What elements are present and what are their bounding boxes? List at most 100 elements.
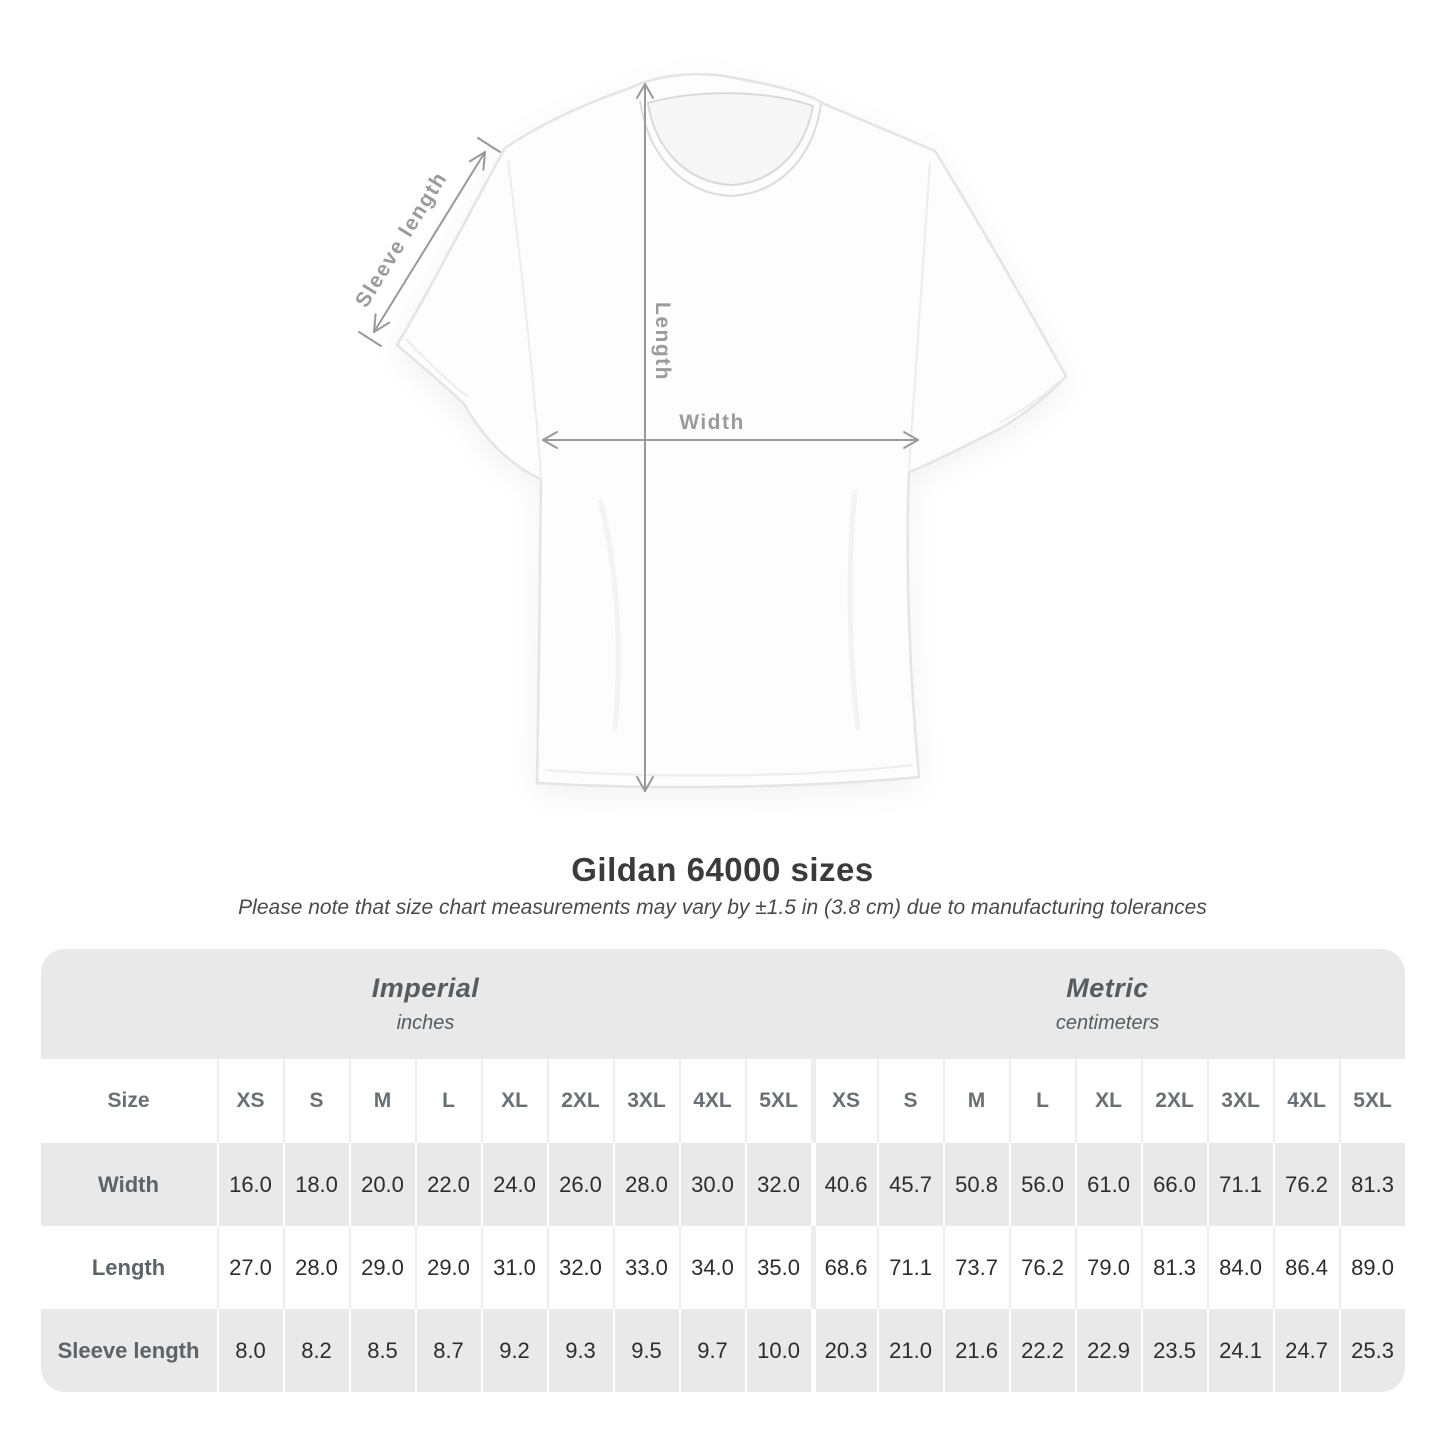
imperial-size-header: XL (480, 1059, 547, 1143)
right-cuff-stitch (998, 381, 1059, 424)
size-value-cell: 9.5 (612, 1309, 679, 1392)
metric-size-header: XL (1074, 1059, 1141, 1143)
imperial-group-title: Imperial (371, 973, 480, 1003)
collar-opening (646, 92, 815, 187)
size-value-cell: 24.0 (480, 1143, 547, 1226)
measurement-annotations (358, 83, 919, 792)
size-value-cell: 73.7 (942, 1226, 1009, 1309)
page-title: Gildan 64000 sizes (571, 851, 874, 888)
size-value-cell: 28.0 (612, 1143, 679, 1226)
fabric-fold-left (597, 499, 621, 731)
metric-size-header: 2XL (1140, 1059, 1207, 1143)
sleeve-length-row: Sleeve length 8.0 8.2 8.5 8.7 9.2 9.3 9.… (40, 1309, 1405, 1392)
imperial-size-header: XS (216, 1059, 283, 1143)
imperial-size-header: 4XL (678, 1059, 745, 1143)
size-value-cell: 21.0 (876, 1309, 943, 1392)
left-sleeve-seam (507, 159, 542, 477)
size-value-cell: 9.3 (546, 1309, 613, 1392)
imperial-size-header: 5XL (744, 1059, 811, 1143)
size-value-cell: 66.0 (1140, 1143, 1207, 1226)
size-chart-table-wrap: Imperial inches Metric centimeters Size … (40, 949, 1405, 1392)
width-label: Width (679, 411, 745, 434)
sleeve-length-arrow (358, 137, 501, 347)
size-value-cell: 8.7 (414, 1309, 481, 1392)
length-arrow (636, 83, 654, 792)
imperial-group-unit: inches (396, 1012, 455, 1034)
size-value-cell: 29.0 (348, 1226, 415, 1309)
size-value-cell: 79.0 (1074, 1226, 1141, 1309)
row-label-sleeve-length: Sleeve length (40, 1309, 217, 1392)
imperial-size-header: 2XL (546, 1059, 613, 1143)
size-value-cell: 71.1 (1206, 1143, 1273, 1226)
size-value-cell: 22.2 (1008, 1309, 1075, 1392)
tolerance-note: Please note that size chart measurements… (238, 896, 1207, 919)
size-column-header: Size (40, 1059, 217, 1143)
row-label-width: Width (40, 1143, 217, 1226)
size-value-cell: 9.2 (480, 1309, 547, 1392)
size-value-cell: 16.0 (216, 1143, 283, 1226)
size-value-cell: 8.2 (282, 1309, 349, 1392)
size-value-cell: 32.0 (744, 1143, 811, 1226)
size-value-cell: 24.1 (1206, 1309, 1273, 1392)
size-value-cell: 20.0 (348, 1143, 415, 1226)
metric-group-header: Metric centimeters (810, 949, 1405, 1059)
metric-size-header: XS (810, 1059, 877, 1143)
tshirt-size-diagram: Sleeve length Length Width (351, 72, 1068, 792)
size-value-cell: 34.0 (678, 1226, 745, 1309)
size-value-cell: 8.0 (216, 1309, 283, 1392)
size-value-cell: 31.0 (480, 1226, 547, 1309)
imperial-size-header: S (282, 1059, 349, 1143)
size-value-cell: 33.0 (612, 1226, 679, 1309)
size-value-cell: 26.0 (546, 1143, 613, 1226)
size-header-row: Size XS S M L XL 2XL 3XL 4XL 5XL XS S M … (40, 1059, 1405, 1143)
size-value-cell: 22.0 (414, 1143, 481, 1226)
imperial-size-header: 3XL (612, 1059, 679, 1143)
size-value-cell: 71.1 (876, 1226, 943, 1309)
size-value-cell: 81.3 (1338, 1143, 1405, 1226)
size-value-cell: 76.2 (1272, 1143, 1339, 1226)
size-value-cell: 29.0 (414, 1226, 481, 1309)
tshirt-graphic (395, 72, 1068, 789)
size-value-cell: 18.0 (282, 1143, 349, 1226)
size-value-cell: 50.8 (942, 1143, 1009, 1226)
unit-group-row: Imperial inches Metric centimeters (40, 949, 1405, 1059)
fabric-fold-right (847, 489, 861, 731)
size-value-cell: 40.6 (810, 1143, 877, 1226)
size-value-cell: 68.6 (810, 1226, 877, 1309)
metric-size-header: M (942, 1059, 1009, 1143)
size-chart-table: Imperial inches Metric centimeters Size … (40, 949, 1405, 1392)
left-cuff-stitch (405, 338, 469, 398)
right-sleeve-seam (908, 161, 931, 470)
imperial-size-header: M (348, 1059, 415, 1143)
width-row: Width 16.0 18.0 20.0 22.0 24.0 26.0 28.0… (40, 1143, 1405, 1226)
metric-size-header: S (876, 1059, 943, 1143)
size-value-cell: 86.4 (1272, 1226, 1339, 1309)
size-value-cell: 84.0 (1206, 1226, 1273, 1309)
size-value-cell: 23.5 (1140, 1309, 1207, 1392)
metric-size-header: L (1008, 1059, 1075, 1143)
metric-group-title: Metric (1066, 973, 1149, 1003)
heading-block: Gildan 64000 sizes Please note that size… (0, 851, 1445, 921)
size-value-cell: 61.0 (1074, 1143, 1141, 1226)
size-value-cell: 25.3 (1338, 1309, 1405, 1392)
size-value-cell: 76.2 (1008, 1226, 1075, 1309)
collar-seam (639, 99, 822, 198)
metric-size-header: 4XL (1272, 1059, 1339, 1143)
size-value-cell: 22.9 (1074, 1309, 1141, 1392)
size-value-cell: 35.0 (744, 1226, 811, 1309)
size-value-cell: 20.3 (810, 1309, 877, 1392)
size-value-cell: 28.0 (282, 1226, 349, 1309)
size-value-cell: 27.0 (216, 1226, 283, 1309)
size-value-cell: 9.7 (678, 1309, 745, 1392)
size-value-cell: 89.0 (1338, 1226, 1405, 1309)
size-value-cell: 8.5 (348, 1309, 415, 1392)
imperial-size-header: L (414, 1059, 481, 1143)
size-value-cell: 24.7 (1272, 1309, 1339, 1392)
hem-stitch (544, 764, 914, 777)
metric-size-header: 3XL (1206, 1059, 1273, 1143)
size-value-cell: 21.6 (942, 1309, 1009, 1392)
row-label-length: Length (40, 1226, 217, 1309)
size-value-cell: 32.0 (546, 1226, 613, 1309)
imperial-group-header: Imperial inches (40, 949, 811, 1059)
